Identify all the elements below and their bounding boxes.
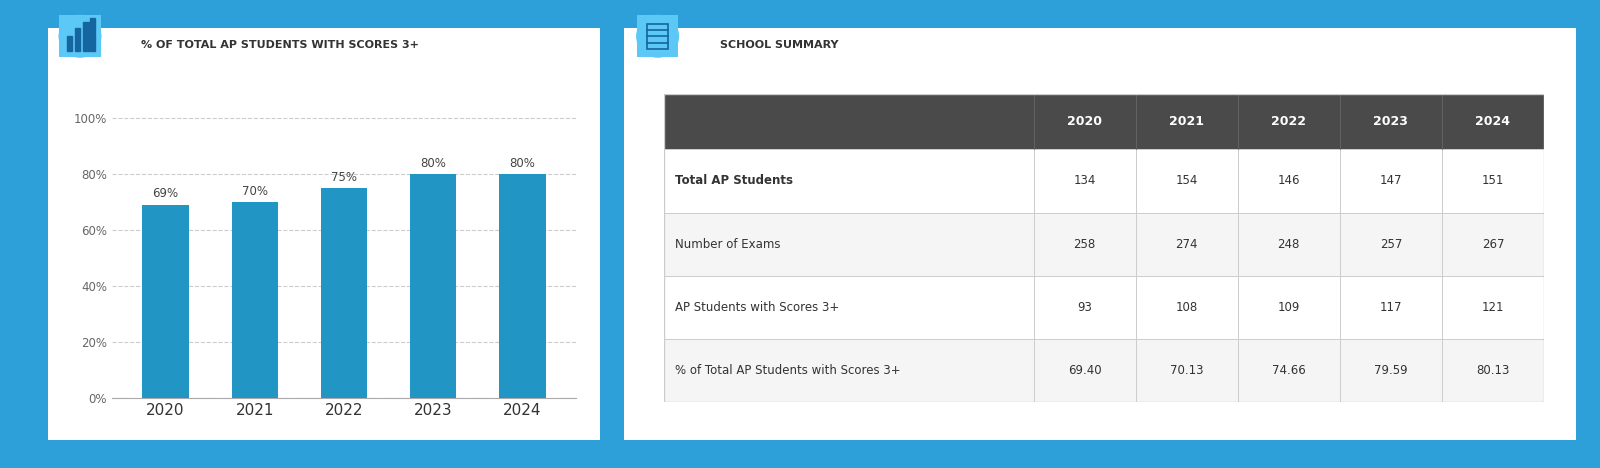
- Text: 80%: 80%: [421, 157, 446, 169]
- Bar: [142, 205, 189, 398]
- Text: 70%: 70%: [242, 184, 267, 197]
- Bar: [410, 174, 456, 398]
- Text: 93: 93: [1077, 301, 1093, 314]
- Text: 75%: 75%: [331, 171, 357, 183]
- Text: 108: 108: [1176, 301, 1198, 314]
- Text: 154: 154: [1176, 175, 1198, 187]
- Bar: [75, 28, 80, 51]
- Bar: [67, 36, 72, 51]
- Text: 69.40: 69.40: [1067, 364, 1101, 377]
- Text: 146: 146: [1277, 175, 1301, 187]
- FancyBboxPatch shape: [664, 94, 1544, 149]
- Bar: [83, 22, 88, 51]
- Text: % of Total AP Students with Scores 3+: % of Total AP Students with Scores 3+: [675, 364, 901, 377]
- Text: 74.66: 74.66: [1272, 364, 1306, 377]
- Text: 2024: 2024: [1475, 115, 1510, 128]
- Text: 69%: 69%: [152, 187, 179, 200]
- Text: 2022: 2022: [1272, 115, 1306, 128]
- Text: % OF TOTAL AP STUDENTS WITH SCORES 3+: % OF TOTAL AP STUDENTS WITH SCORES 3+: [141, 40, 419, 50]
- Text: 70.13: 70.13: [1170, 364, 1203, 377]
- Text: 117: 117: [1379, 301, 1402, 314]
- Text: 80%: 80%: [509, 157, 536, 169]
- Text: Total AP Students: Total AP Students: [675, 175, 792, 187]
- Text: 267: 267: [1482, 238, 1504, 251]
- Text: 257: 257: [1379, 238, 1402, 251]
- FancyBboxPatch shape: [664, 339, 1544, 402]
- Text: 258: 258: [1074, 238, 1096, 251]
- Text: 2021: 2021: [1170, 115, 1205, 128]
- Text: 2023: 2023: [1373, 115, 1408, 128]
- Text: 151: 151: [1482, 175, 1504, 187]
- Text: 248: 248: [1278, 238, 1299, 251]
- Bar: [646, 24, 669, 49]
- Text: SCHOOL SUMMARY: SCHOOL SUMMARY: [720, 40, 838, 50]
- Text: 134: 134: [1074, 175, 1096, 187]
- Text: 121: 121: [1482, 301, 1504, 314]
- Text: 2020: 2020: [1067, 115, 1102, 128]
- Text: 109: 109: [1278, 301, 1299, 314]
- Circle shape: [637, 15, 678, 57]
- Text: 79.59: 79.59: [1374, 364, 1408, 377]
- Text: AP Students with Scores 3+: AP Students with Scores 3+: [675, 301, 838, 314]
- Bar: [90, 17, 94, 51]
- FancyBboxPatch shape: [664, 149, 1544, 212]
- Bar: [322, 188, 368, 398]
- Text: 147: 147: [1379, 175, 1402, 187]
- FancyBboxPatch shape: [664, 276, 1544, 339]
- Bar: [499, 174, 546, 398]
- Bar: [232, 202, 278, 398]
- Circle shape: [59, 15, 101, 57]
- Text: 274: 274: [1176, 238, 1198, 251]
- FancyBboxPatch shape: [664, 212, 1544, 276]
- Text: Number of Exams: Number of Exams: [675, 238, 781, 251]
- Text: 80.13: 80.13: [1477, 364, 1510, 377]
